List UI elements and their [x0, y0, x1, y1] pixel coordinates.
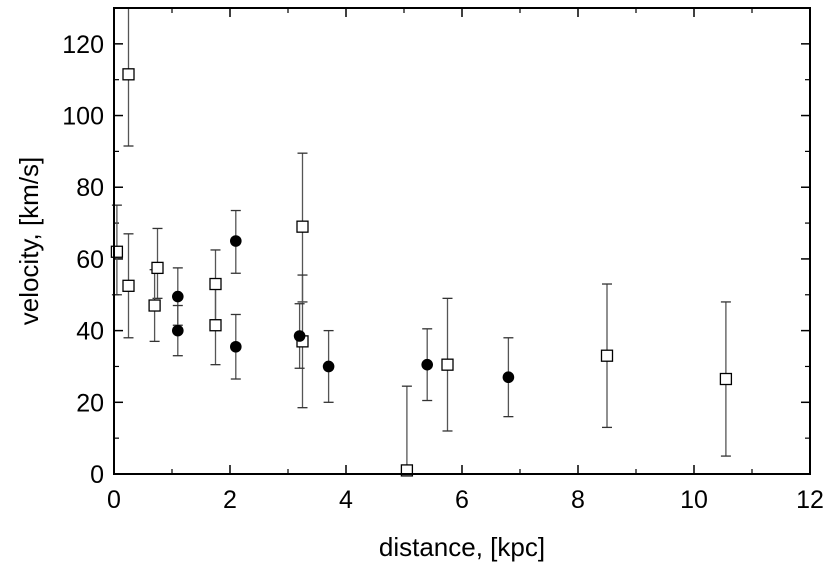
open-square-marker: [122, 279, 135, 292]
open-square-marker: [400, 464, 414, 477]
open-square-marker: [122, 68, 135, 81]
open-square-marker: [209, 319, 222, 332]
open-square-marker: [296, 220, 309, 233]
y-tick-label: 0: [90, 461, 104, 489]
y-tick-label: 20: [76, 389, 104, 417]
x-tick-label: 6: [455, 486, 469, 514]
y-tick-label: 60: [76, 246, 104, 274]
y-tick-label: 40: [76, 318, 104, 346]
open-square-marker: [441, 358, 454, 371]
open-square-marker: [151, 261, 164, 275]
filled-circle-marker: [172, 290, 184, 303]
filled-circle-marker: [230, 235, 242, 247]
filled-circle-marker: [230, 340, 242, 353]
filled-circle-marker: [172, 324, 184, 337]
x-tick-label: 0: [107, 486, 121, 514]
x-tick-label: 8: [571, 486, 585, 514]
filled-circle-marker: [421, 358, 434, 371]
open-square-marker: [209, 277, 222, 291]
y-axis-title: velocity, [km/s]: [14, 157, 44, 326]
y-tick-label: 120: [62, 31, 104, 59]
plot-frame: [113, 7, 811, 475]
open-square-marker: [148, 299, 161, 312]
data-markers: [110, 68, 733, 477]
x-axis-title: distance, [kpc]: [379, 532, 545, 562]
open-square-marker: [719, 372, 733, 386]
x-tick-label: 12: [796, 486, 824, 514]
x-tick-label: 4: [339, 486, 353, 514]
y-tick-label: 100: [62, 103, 104, 131]
filled-circle-marker: [322, 360, 335, 373]
open-square-marker: [110, 245, 124, 258]
filled-circle-marker: [293, 330, 306, 342]
x-tick-label: 2: [223, 486, 237, 514]
x-tick-label: 10: [680, 486, 708, 514]
y-tick-label: 80: [76, 174, 104, 202]
open-square-marker: [600, 349, 614, 362]
filled-circle-marker: [502, 371, 515, 384]
error-bars: [111, 8, 731, 475]
